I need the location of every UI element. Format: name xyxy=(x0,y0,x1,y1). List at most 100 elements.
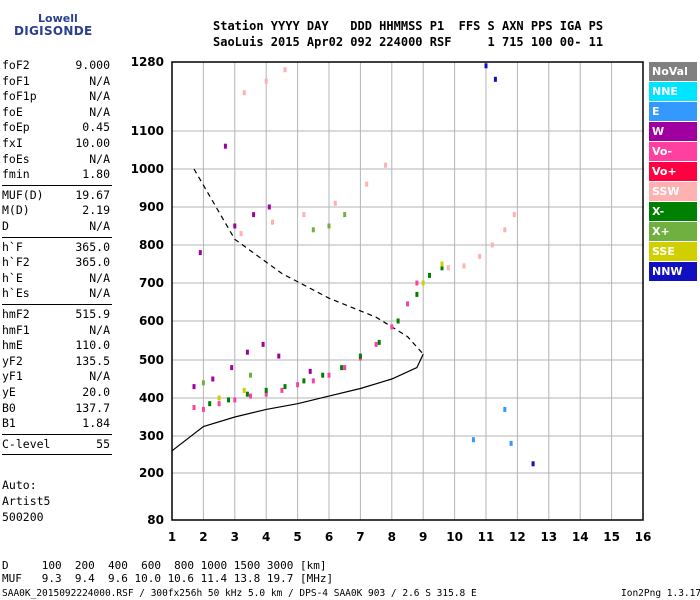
data-point xyxy=(390,324,394,330)
param-name: hmE xyxy=(2,338,23,353)
legend: NoVal NNE E W Vo- Vo+ SSW X- X+ SSE NNW xyxy=(649,62,697,282)
param-row: hmE 110.0 xyxy=(2,338,110,353)
data-point xyxy=(242,387,246,393)
data-point xyxy=(327,372,331,378)
x-tick-label: 11 xyxy=(478,530,495,544)
data-point xyxy=(512,212,516,218)
x-tick-label: 9 xyxy=(419,530,427,544)
data-point xyxy=(245,391,249,397)
legend-item: SSW xyxy=(649,182,697,201)
auto-program: Artist5 xyxy=(2,494,51,508)
header-line-2: SaoLuis 2015 Apr02 092 224000 RSF 1 715 … xyxy=(213,35,604,49)
param-name: M(D) xyxy=(2,203,30,218)
data-points xyxy=(192,63,535,467)
y-tick-label: 700 xyxy=(139,276,164,290)
param-row: M(D) 2.19 xyxy=(2,203,110,218)
param-row: fmin 1.80 xyxy=(2,167,110,182)
data-point xyxy=(245,349,249,355)
param-name: h`Es xyxy=(2,286,30,301)
data-point xyxy=(343,365,347,371)
data-point xyxy=(311,227,315,233)
data-point xyxy=(462,263,466,269)
y-tick-label: 600 xyxy=(139,314,164,328)
data-point xyxy=(377,339,381,345)
param-value: 365.0 xyxy=(75,239,110,254)
data-point xyxy=(223,143,227,149)
param-row: MUF(D) 19.67 xyxy=(2,188,110,203)
data-point xyxy=(333,200,337,206)
separator xyxy=(2,184,112,186)
profile-curves xyxy=(171,168,424,452)
separator xyxy=(2,236,112,238)
y-tick-label: 500 xyxy=(139,353,164,367)
data-point xyxy=(198,250,202,256)
param-value: N/A xyxy=(89,104,110,119)
data-point xyxy=(358,353,362,359)
param-name: C-level xyxy=(2,436,51,451)
param-value: 1.80 xyxy=(82,167,110,182)
x-tick-label: 16 xyxy=(635,530,652,544)
x-tick-label: 15 xyxy=(603,530,620,544)
data-point xyxy=(321,372,325,378)
param-name: h`F2 xyxy=(2,255,30,270)
data-point xyxy=(192,405,196,410)
param-row: yF2 135.5 xyxy=(2,354,110,369)
param-row: fxI 10.00 xyxy=(2,136,110,151)
legend-item: NoVal xyxy=(649,62,697,81)
data-point xyxy=(192,384,196,390)
data-point xyxy=(264,391,268,397)
param-name: hmF2 xyxy=(2,307,30,321)
param-name: yF1 xyxy=(2,369,23,384)
param-name: B1 xyxy=(2,416,16,431)
param-value: 0.45 xyxy=(82,120,110,135)
param-value: N/A xyxy=(89,286,110,301)
legend-item: Vo+ xyxy=(649,162,697,181)
param-value: 1.84 xyxy=(82,416,110,431)
data-point xyxy=(415,280,419,286)
footer-file-info: SAA0K_2015092224000.RSF / 300fx256h 50 k… xyxy=(2,588,477,599)
data-point xyxy=(428,272,431,278)
param-row: C-level 55 xyxy=(2,437,110,452)
param-row: hmF1 N/A xyxy=(2,323,110,338)
param-value: N/A xyxy=(89,270,110,285)
param-value: 55 xyxy=(96,436,110,451)
x-tick-label: 3 xyxy=(231,530,239,544)
param-row: h`E N/A xyxy=(2,271,110,286)
data-point xyxy=(249,393,252,399)
data-point xyxy=(493,76,497,82)
logo-digisonde: DIGISONDE xyxy=(14,24,93,38)
param-row: foEp 0.45 xyxy=(2,120,110,135)
param-value: N/A xyxy=(89,151,110,166)
x-tick-label: 6 xyxy=(325,530,333,544)
footer-distance-row: D 100 200 400 600 800 1000 1500 3000 [km… xyxy=(2,559,327,572)
param-name: foE xyxy=(2,104,23,119)
legend-item: X- xyxy=(649,202,697,221)
y-tick-label: 900 xyxy=(139,200,164,214)
data-point xyxy=(327,223,331,229)
data-point xyxy=(478,253,482,259)
legend-item: Vo- xyxy=(649,142,697,161)
data-point xyxy=(421,280,425,286)
muf-profile-dashed xyxy=(193,168,424,355)
param-name: yF2 xyxy=(2,353,23,368)
data-point xyxy=(252,212,256,218)
param-row: D N/A xyxy=(2,219,110,234)
separator xyxy=(2,454,112,456)
legend-item: X+ xyxy=(649,222,697,241)
x-tick-label: 7 xyxy=(356,530,364,544)
param-value: 9.000 xyxy=(75,58,110,72)
param-name: h`F xyxy=(2,239,23,254)
param-name: foEp xyxy=(2,120,30,135)
data-point xyxy=(264,78,268,84)
axes: 1 2 3 4 5 6 7 8 9 10 11 12 13 14 15 1680200300400500600… xyxy=(131,55,652,544)
param-value: 110.0 xyxy=(75,338,110,353)
data-point xyxy=(503,406,507,412)
data-point xyxy=(283,67,287,73)
legend-item: E xyxy=(649,102,697,121)
data-point xyxy=(311,378,315,384)
param-row: B0 137.7 xyxy=(2,401,110,416)
data-point xyxy=(531,461,535,467)
data-point xyxy=(277,353,281,359)
data-point xyxy=(503,227,507,233)
